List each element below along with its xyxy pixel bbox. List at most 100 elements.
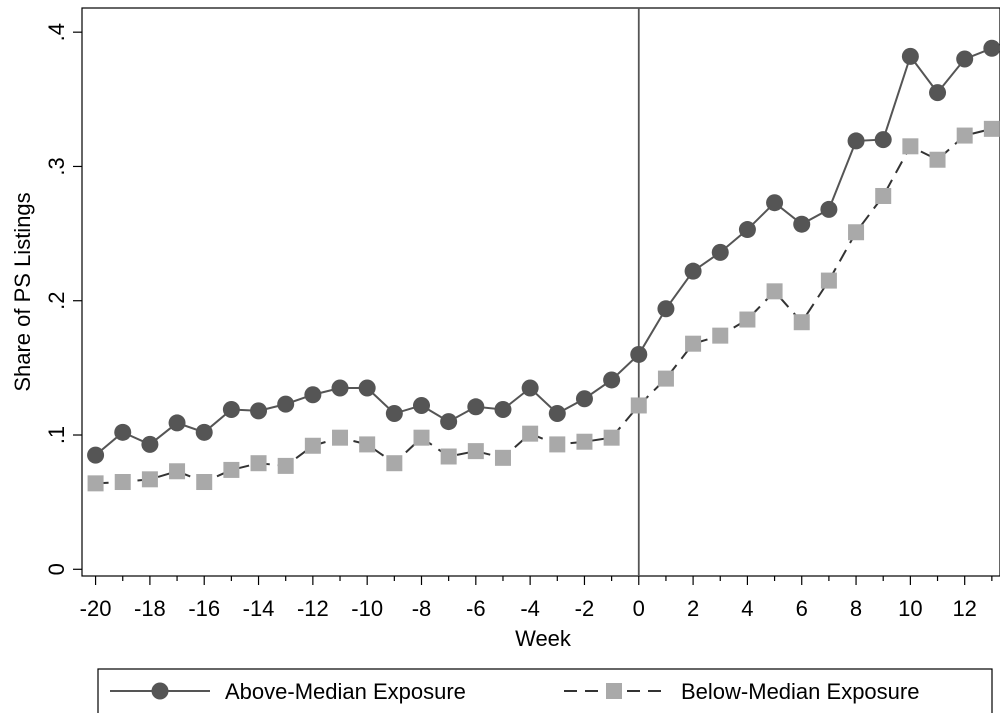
legend-box bbox=[97, 668, 993, 713]
x-tick-label: -16 bbox=[188, 596, 220, 621]
data-point bbox=[929, 84, 947, 102]
data-point bbox=[522, 425, 539, 442]
data-point bbox=[114, 423, 132, 441]
data-point bbox=[196, 474, 213, 491]
data-point bbox=[657, 370, 674, 387]
y-axis-title: Share of PS Listings bbox=[10, 192, 35, 391]
data-point bbox=[250, 455, 267, 472]
data-point bbox=[195, 423, 213, 441]
legend-marker-below-median bbox=[606, 683, 622, 699]
x-tick-label: 6 bbox=[796, 596, 808, 621]
data-point bbox=[222, 400, 240, 418]
data-point bbox=[711, 243, 729, 261]
series-layer bbox=[87, 39, 1000, 492]
data-point bbox=[331, 379, 349, 397]
data-point bbox=[848, 224, 865, 241]
data-point bbox=[684, 262, 702, 280]
data-point bbox=[521, 379, 539, 397]
data-point bbox=[141, 435, 159, 453]
data-point bbox=[223, 461, 240, 478]
series-below-median bbox=[87, 120, 1000, 492]
data-point bbox=[467, 443, 484, 460]
data-point bbox=[847, 132, 865, 150]
y-tick-label: .3 bbox=[44, 157, 69, 175]
data-point bbox=[793, 314, 810, 331]
x-tick-label: -20 bbox=[80, 596, 112, 621]
data-point bbox=[87, 446, 105, 464]
data-point bbox=[87, 475, 104, 492]
legend: Above-Median Exposure Below-Median Expos… bbox=[97, 668, 993, 713]
data-point bbox=[712, 327, 729, 344]
data-point bbox=[114, 474, 131, 491]
x-tick-label: -14 bbox=[243, 596, 275, 621]
x-tick-label: -12 bbox=[297, 596, 329, 621]
data-point bbox=[358, 379, 376, 397]
x-axis-title: Week bbox=[515, 626, 572, 651]
y-axis: 0 .1 .2 .3 .4 bbox=[44, 23, 82, 575]
data-point bbox=[467, 398, 485, 416]
data-point bbox=[630, 397, 647, 414]
legend-item-above-median: Above-Median Exposure bbox=[110, 679, 466, 704]
data-point bbox=[766, 194, 784, 212]
data-point bbox=[603, 429, 620, 446]
data-point bbox=[494, 400, 512, 418]
legend-label-below-median: Below-Median Exposure bbox=[681, 679, 919, 704]
data-point bbox=[250, 402, 268, 420]
data-point bbox=[494, 449, 511, 466]
data-point bbox=[874, 131, 892, 149]
series-above-median bbox=[87, 39, 1000, 464]
x-tick-label: -2 bbox=[575, 596, 595, 621]
data-point bbox=[685, 335, 702, 352]
x-tick-label: -18 bbox=[134, 596, 166, 621]
data-point bbox=[820, 272, 837, 289]
x-tick-label: 8 bbox=[850, 596, 862, 621]
x-tick-label: 12 bbox=[952, 596, 976, 621]
data-point bbox=[875, 187, 892, 204]
data-point bbox=[630, 345, 648, 363]
data-point bbox=[983, 39, 1000, 57]
data-point bbox=[168, 414, 186, 432]
data-point bbox=[575, 390, 593, 408]
x-tick-label: 4 bbox=[741, 596, 753, 621]
x-tick-label: 2 bbox=[687, 596, 699, 621]
x-tick-label: 0 bbox=[633, 596, 645, 621]
data-point bbox=[766, 283, 783, 300]
data-point bbox=[820, 200, 838, 218]
data-point bbox=[902, 138, 919, 155]
legend-marker-above-median bbox=[151, 682, 169, 700]
data-point bbox=[169, 463, 186, 480]
data-point bbox=[549, 436, 566, 453]
data-point bbox=[277, 395, 295, 413]
data-point bbox=[738, 221, 756, 239]
data-point bbox=[739, 311, 756, 328]
x-tick-label: -6 bbox=[466, 596, 486, 621]
data-point bbox=[603, 371, 621, 389]
plot-area-frame bbox=[81, 7, 1000, 577]
data-point bbox=[956, 50, 974, 68]
data-point bbox=[929, 151, 946, 168]
data-point bbox=[412, 396, 430, 414]
y-tick-label: 0 bbox=[44, 563, 69, 575]
data-point bbox=[304, 437, 321, 454]
data-point bbox=[385, 405, 403, 423]
series-line bbox=[95, 127, 993, 485]
data-point bbox=[548, 405, 566, 423]
x-axis: -20 -18 -16 -14 -12 -10 -8 -6 -4 -2 0 2 4 6 8 10 12 bbox=[80, 576, 993, 621]
y-tick-label: .4 bbox=[44, 23, 69, 41]
data-point bbox=[983, 120, 1000, 137]
x-tick-label: -8 bbox=[412, 596, 432, 621]
legend-label-above-median: Above-Median Exposure bbox=[225, 679, 466, 704]
legend-item-below-median: Below-Median Exposure bbox=[564, 679, 919, 704]
data-point bbox=[440, 413, 458, 431]
series-line bbox=[94, 47, 993, 456]
x-tick-label: -4 bbox=[520, 596, 540, 621]
x-tick-label: -10 bbox=[351, 596, 383, 621]
y-tick-label: .1 bbox=[44, 426, 69, 444]
data-point bbox=[413, 429, 430, 446]
data-point bbox=[576, 433, 593, 450]
data-point bbox=[901, 47, 919, 65]
data-point bbox=[332, 429, 349, 446]
data-point bbox=[440, 448, 457, 465]
data-point bbox=[277, 457, 294, 474]
